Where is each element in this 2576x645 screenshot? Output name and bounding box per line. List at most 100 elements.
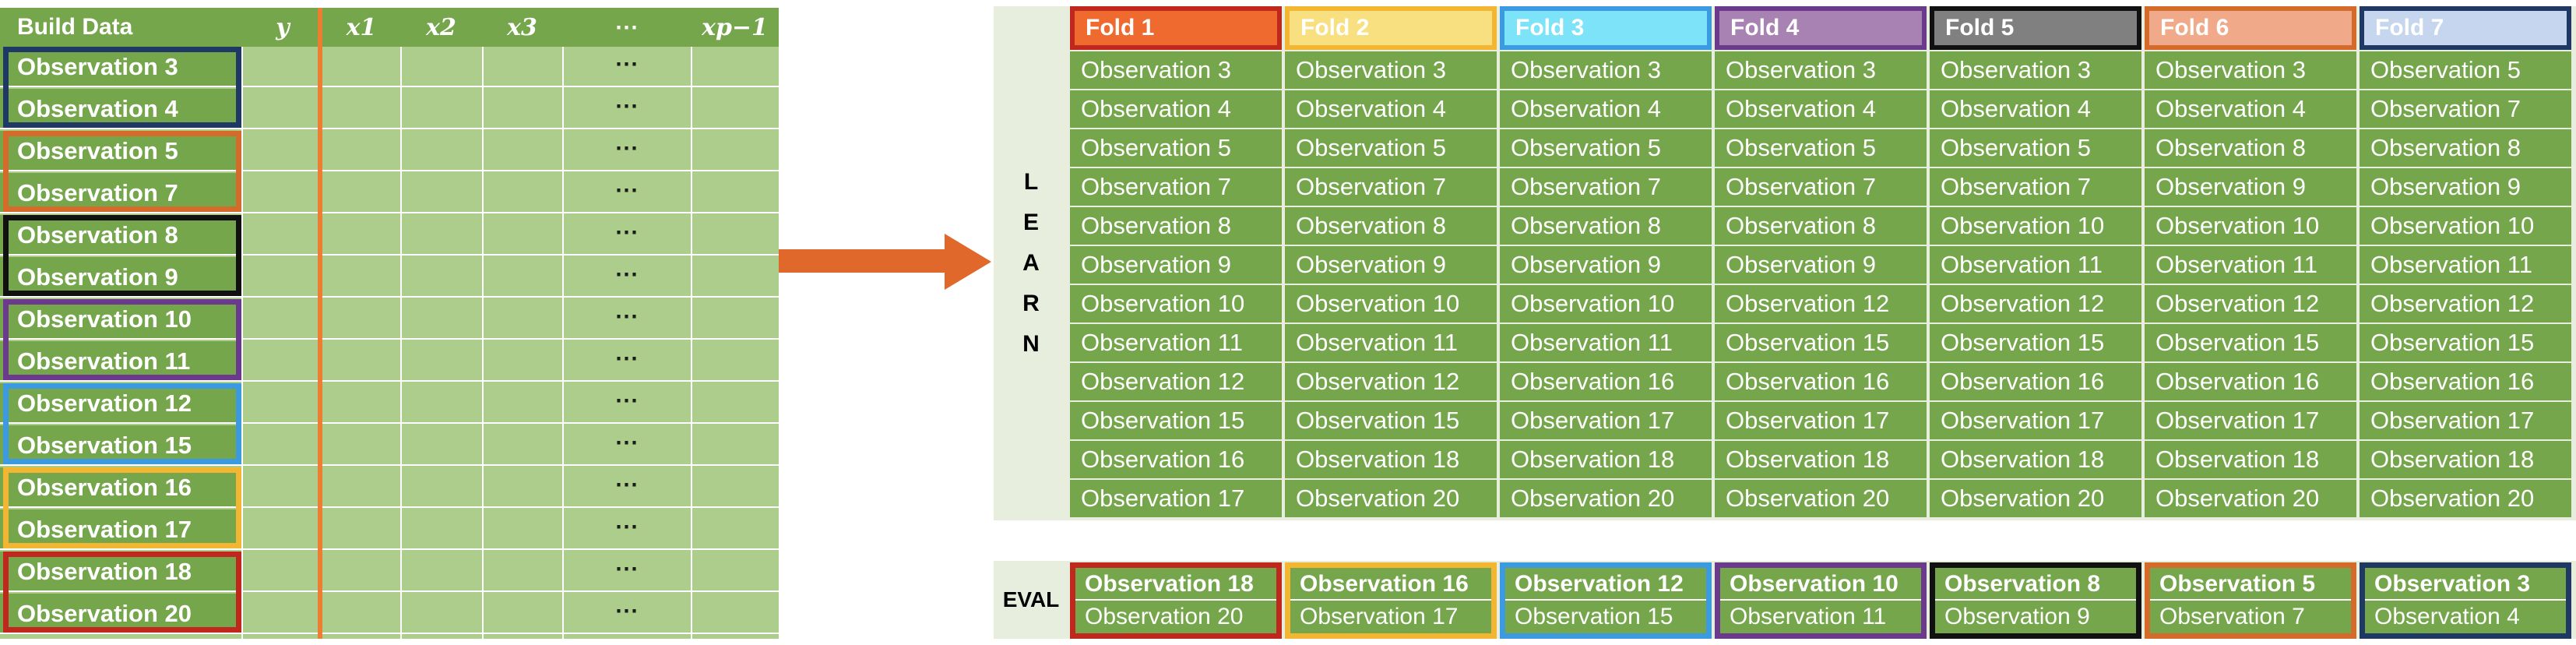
fold-observation: Observation 3 — [2145, 51, 2356, 89]
build-data-row: Observation 18 ⋯ — [0, 552, 779, 592]
eval-observation: Observation 10 — [1720, 568, 1921, 601]
eval-observation: Observation 11 — [1730, 604, 1887, 629]
fold-observation: Observation 20 — [1285, 480, 1497, 517]
column-ellipsis: ⋯ — [614, 13, 639, 41]
ellipsis-cell: ⋯ — [614, 388, 639, 414]
ellipsis-cell: ⋯ — [614, 51, 639, 77]
fold-header: Fold 1 — [1070, 6, 1282, 50]
fold-observation: Observation 18 — [2360, 441, 2571, 478]
eval-fold: Observation 18 Observation 20 — [1070, 562, 1282, 639]
build-data-row: Observation 12 ⋯ — [0, 383, 779, 424]
fold-observation: Observation 16 — [1930, 363, 2141, 400]
build-data-row-label: Observation 5 — [0, 131, 241, 171]
fold-observation: Observation 18 — [2145, 441, 2356, 478]
fold-observation: Observation 12 — [1930, 285, 2141, 322]
fold-observation: Observation 16 — [2145, 363, 2356, 400]
ellipsis-cell: ⋯ — [614, 136, 639, 161]
fold-observation: Observation 10 — [1285, 285, 1497, 322]
fold-observation: Observation 12 — [1285, 363, 1497, 400]
fold-observation: Observation 5 — [1715, 129, 1927, 167]
learn-letter: A — [1022, 250, 1040, 276]
fold-observation: Observation 10 — [1930, 207, 2141, 245]
eval-observation: Observation 20 — [1085, 604, 1244, 629]
fold-observation: Observation 4 — [1930, 90, 2141, 128]
fold-header: Fold 6 — [2145, 6, 2356, 50]
column-xp-1: xp−1 — [702, 13, 768, 41]
fold-observation: Observation 18 — [1500, 441, 1712, 478]
eval-fold: Observation 12 Observation 15 — [1500, 562, 1712, 639]
arrow-shaft — [779, 249, 946, 273]
fold-pair-outline — [3, 299, 241, 380]
learn-letter: N — [1022, 331, 1040, 357]
fold-observation: Observation 10 — [1500, 285, 1712, 322]
fold-observation: Observation 17 — [2360, 402, 2571, 439]
fold-observation: Observation 7 — [1930, 168, 2141, 206]
eval-fold: Observation 3 Observation 4 — [2360, 562, 2571, 639]
fold-observation: Observation 11 — [1285, 324, 1497, 361]
fold-header: Fold 2 — [1285, 6, 1497, 50]
ellipsis-cell: ⋯ — [614, 262, 639, 287]
build-data-row: Observation 3 ⋯ — [0, 47, 779, 87]
ellipsis-cell: ⋯ — [614, 430, 639, 456]
fold-observation: Observation 9 — [2360, 168, 2571, 206]
fold-observation: Observation 17 — [1070, 480, 1282, 517]
build-data-header — [0, 8, 779, 47]
fold-observation: Observation 10 — [2145, 207, 2356, 245]
fold-observation: Observation 15 — [1070, 402, 1282, 439]
fold-observation: Observation 8 — [2360, 129, 2571, 167]
fold-observation: Observation 5 — [1070, 129, 1282, 167]
response-divider — [318, 8, 322, 639]
build-data-row-label: Observation 3 — [0, 47, 241, 87]
eval-observation: Observation 4 — [2374, 604, 2520, 629]
build-data-row-label: Observation 12 — [0, 383, 241, 424]
learn-letter: L — [1023, 169, 1039, 195]
fold-observation: Observation 15 — [1930, 324, 2141, 361]
fold-observation: Observation 4 — [1070, 90, 1282, 128]
fold-observation: Observation 3 — [1930, 51, 2141, 89]
fold-observation: Observation 17 — [1930, 402, 2141, 439]
build-data-row-label: Observation 8 — [0, 215, 241, 256]
fold-observation: Observation 3 — [1715, 51, 1927, 89]
eval-observation: Observation 8 — [1935, 568, 2136, 601]
fold-observation: Observation 8 — [2145, 129, 2356, 167]
eval-fold: Observation 8 Observation 9 — [1930, 562, 2141, 639]
fold-header: Fold 7 — [2360, 6, 2571, 50]
fold-observation: Observation 20 — [1715, 480, 1927, 517]
fold-pair-outline — [3, 215, 241, 296]
fold-observation: Observation 3 — [1070, 51, 1282, 89]
ellipsis-cell: ⋯ — [614, 346, 639, 372]
fold-pair-outline — [3, 47, 241, 128]
fold-observation: Observation 7 — [2360, 90, 2571, 128]
fold-observation: Observation 3 — [1500, 51, 1712, 89]
ellipsis-cell: ⋯ — [614, 556, 639, 582]
fold-observation: Observation 8 — [1715, 207, 1927, 245]
eval-label: EVAL — [1002, 587, 1060, 612]
fold-observation: Observation 8 — [1070, 207, 1282, 245]
fold-observation: Observation 9 — [2145, 168, 2356, 206]
eval-fold: Observation 5 Observation 7 — [2145, 562, 2356, 639]
eval-observation: Observation 18 — [1075, 568, 1276, 601]
fold-observation: Observation 18 — [1715, 441, 1927, 478]
build-data-row: Observation 8 ⋯ — [0, 215, 779, 256]
eval-observation: Observation 15 — [1515, 604, 1673, 629]
learn-letter: R — [1022, 291, 1040, 316]
fold-observation: Observation 7 — [1070, 168, 1282, 206]
fold-observation: Observation 12 — [2145, 285, 2356, 322]
fold-observation: Observation 5 — [2360, 51, 2571, 89]
eval-fold: Observation 10 Observation 11 — [1715, 562, 1927, 639]
learn-label: L E A R N — [994, 6, 1068, 520]
fold-observation: Observation 7 — [1715, 168, 1927, 206]
eval-observation: Observation 16 — [1290, 568, 1491, 601]
fold-observation: Observation 9 — [1285, 246, 1497, 284]
fold-observation: Observation 4 — [2145, 90, 2356, 128]
fold-observation: Observation 11 — [2360, 246, 2571, 284]
fold-observation: Observation 4 — [1715, 90, 1927, 128]
column-x2: x2 — [426, 13, 456, 41]
ellipsis-cell: ⋯ — [614, 598, 639, 624]
fold-observation: Observation 9 — [1715, 246, 1927, 284]
fold-observation: Observation 11 — [1500, 324, 1712, 361]
fold-observation: Observation 12 — [1070, 363, 1282, 400]
